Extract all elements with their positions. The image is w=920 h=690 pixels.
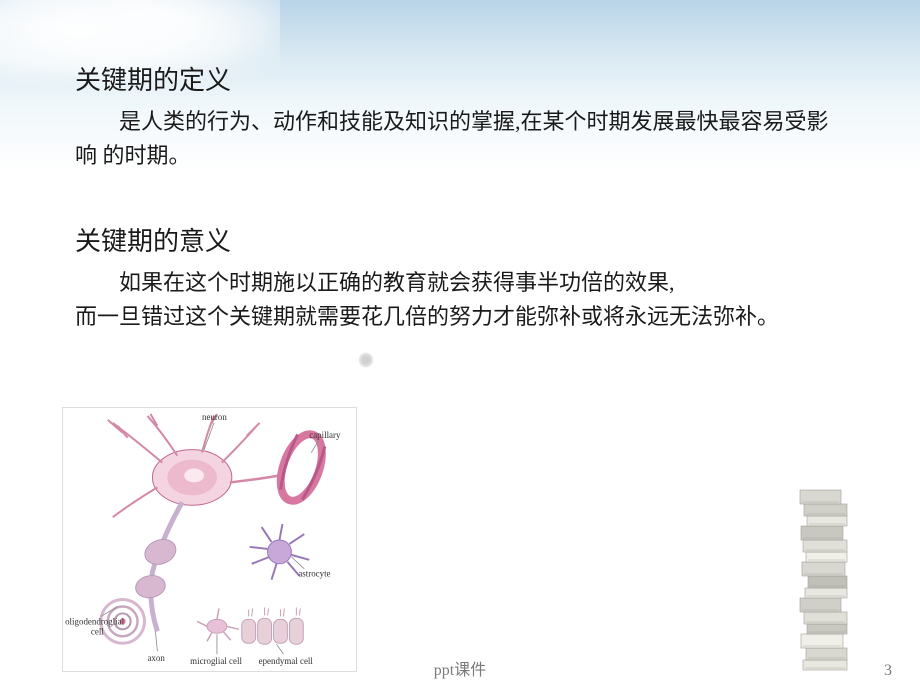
section2-body: 如果在这个时期施以正确的教育就会获得事半功倍的效果, 而一旦错过这个关键期就需要… (75, 266, 845, 334)
label-capillary: capillary (309, 430, 341, 440)
bullet-decoration (358, 352, 374, 368)
label-astrocyte: astrocyte (298, 569, 330, 579)
label-neuron: neuron (202, 412, 227, 422)
neuron-diagram: neuron capillary astrocyte oligodendrogl… (62, 407, 357, 672)
section1-body: 是人类的行为、动作和技能及知识的掌握,在某个时期发展最快最容易受影响 的时期。 (75, 105, 845, 173)
section1-title: 关键期的定义 (75, 60, 845, 97)
section2-body-line2: 而一旦错过这个关键期就需要花几倍的努力才能弥补或将永远无法弥补。 (75, 300, 845, 334)
section2-title: 关键期的意义 (75, 221, 845, 258)
label-oligo1: oligodendroglial (65, 616, 124, 626)
content-area: 关键期的定义 是人类的行为、动作和技能及知识的掌握,在某个时期发展最快最容易受影… (0, 0, 920, 334)
label-oligo2: cell (91, 626, 104, 636)
footer-label: ppt课件 (0, 656, 920, 680)
books-svg (795, 475, 855, 675)
section2-body-line1: 如果在这个时期施以正确的教育就会获得事半功倍的效果, (75, 266, 845, 300)
page-number: 3 (884, 662, 892, 680)
neuron-svg: neuron capillary astrocyte oligodendrogl… (63, 408, 356, 671)
books-stack (795, 475, 855, 675)
